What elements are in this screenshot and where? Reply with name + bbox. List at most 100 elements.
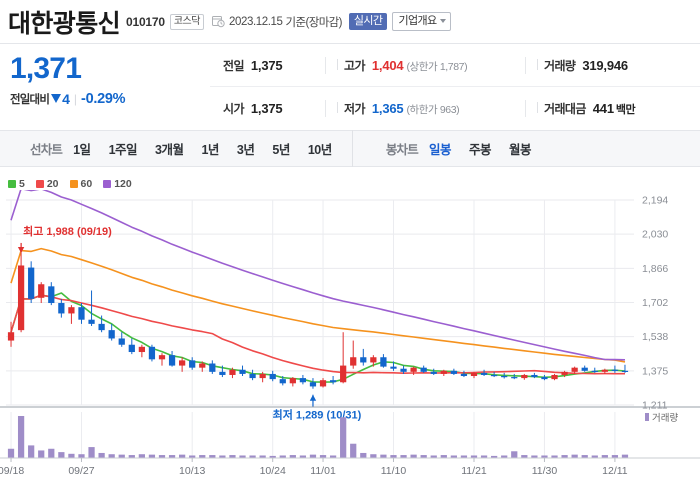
candle-body (259, 373, 266, 379)
stat-value: 1,375 (250, 58, 283, 73)
candle (289, 377, 296, 387)
period-high-annotation: 최고 1,988 (09/19) (23, 224, 112, 238)
volume-bar (88, 447, 95, 458)
stat-open: 시가 1,375 (210, 100, 325, 117)
candlestick-chart[interactable]: 2,194 2,030 1,866 1,702 1,538 1,375 1,211 최고 1,… (0, 190, 700, 490)
y-axis-tick-label: 1,702 (642, 297, 668, 309)
volume-legend-swatch (645, 413, 649, 421)
ma-color-swatch (8, 180, 16, 188)
candle-body (68, 307, 75, 314)
candle-body (209, 363, 216, 372)
candle-body (521, 374, 528, 379)
y-axis-tick-label: 1,211 (642, 400, 668, 412)
candle-body (48, 286, 55, 304)
tab-period-3년[interactable]: 3년 (236, 142, 255, 157)
ma-legend-item-20: 20 (35, 178, 59, 190)
candle-body (58, 303, 65, 314)
candle (430, 368, 437, 375)
volume-bar (138, 454, 145, 458)
candle (28, 261, 35, 304)
candle (68, 305, 75, 324)
candle (219, 365, 226, 378)
ma-legend-item-60: 60 (69, 178, 92, 190)
ma-color-swatch (103, 180, 112, 188)
volume-bar (400, 455, 407, 458)
price-change-label: 전일대비 (10, 93, 50, 106)
tab-period-5년[interactable]: 5년 (272, 142, 290, 157)
volume-bar (58, 452, 65, 458)
candle (98, 315, 105, 333)
candle-body (269, 373, 276, 380)
candle (591, 367, 598, 373)
volume-bar (450, 455, 457, 458)
candle (58, 298, 65, 318)
chart-area[interactable]: 2,194 2,030 1,866 1,702 1,538 1,375 1,211 최고 1,… (0, 190, 700, 490)
volume-bar (209, 455, 216, 458)
candle (229, 367, 236, 379)
tab-period-3개월[interactable]: 3개월 (155, 142, 184, 157)
volume-bar (158, 455, 166, 458)
ma-line-20 (10, 294, 625, 375)
candle (390, 361, 397, 371)
volume-bar (521, 455, 528, 458)
tab-candle-일봉[interactable]: 일봉 (428, 142, 452, 157)
stat-label: 거래량 (544, 59, 576, 73)
candle (491, 371, 498, 378)
stat-value: 1,365 (371, 100, 404, 116)
realtime-button[interactable]: 실시간 (348, 12, 388, 31)
chart-toolbar: 선차트 1일 1주일 3개월 1년 3년 5년 10년 봉차트 일봉 주봉 월봉 (0, 130, 700, 167)
candle-body (450, 370, 457, 374)
candle (269, 370, 276, 382)
candle-body (108, 330, 115, 339)
stat-value: 1,404 (371, 58, 404, 73)
tab-period-1년[interactable]: 1년 (201, 142, 219, 157)
candle-body (148, 346, 156, 360)
candle (440, 369, 447, 377)
price-change-row: 전일대비 4 | -0.29% (10, 91, 210, 107)
candle-body (340, 365, 347, 383)
volume-bar (17, 416, 25, 458)
page-title: 대한광통신 (8, 9, 121, 38)
calendar-clock-icon (211, 15, 225, 28)
candle-body (309, 382, 317, 387)
candle-body (158, 355, 166, 360)
volume-bar (289, 455, 296, 458)
volume-bar (38, 450, 45, 458)
candle (410, 366, 417, 375)
candle-chart-tabs: 봉차트 일봉 주봉 월봉 (386, 131, 700, 166)
volume-bar (7, 448, 15, 458)
candle (360, 348, 367, 366)
candle-body (78, 307, 85, 320)
stat-high: 고가 1,404 (상한가 1,787) (325, 57, 525, 74)
candle-body (480, 372, 488, 375)
candle (621, 364, 629, 373)
candle (239, 365, 246, 377)
volume-bar (78, 454, 85, 458)
tab-candle-월봉[interactable]: 월봉 (508, 142, 532, 157)
candle (148, 344, 156, 362)
stat-value: 441 (592, 100, 614, 116)
volume-bar (531, 455, 538, 458)
volume-bar (179, 454, 186, 458)
cell-divider (337, 59, 338, 70)
candle (128, 338, 135, 355)
tab-candle-주봉[interactable]: 주봉 (468, 142, 492, 157)
candle (7, 321, 15, 347)
candle (158, 353, 166, 366)
stat-volume: 거래량 319,946 (525, 57, 700, 74)
tab-period-10년[interactable]: 10년 (307, 142, 332, 157)
candle-body (229, 369, 236, 375)
volume-bar (611, 455, 619, 458)
volume-bar (48, 448, 55, 458)
candle (329, 376, 337, 385)
company-overview-button[interactable]: 기업개요 (392, 11, 451, 32)
volume-bar (269, 455, 276, 458)
tab-period-1주일[interactable]: 1주일 (108, 142, 138, 157)
volume-bar (28, 445, 35, 458)
candle-body (601, 369, 608, 372)
tab-period-1일[interactable]: 1일 (73, 142, 91, 157)
candle-body (350, 357, 357, 366)
candle (118, 332, 125, 347)
candle-body (611, 369, 619, 371)
